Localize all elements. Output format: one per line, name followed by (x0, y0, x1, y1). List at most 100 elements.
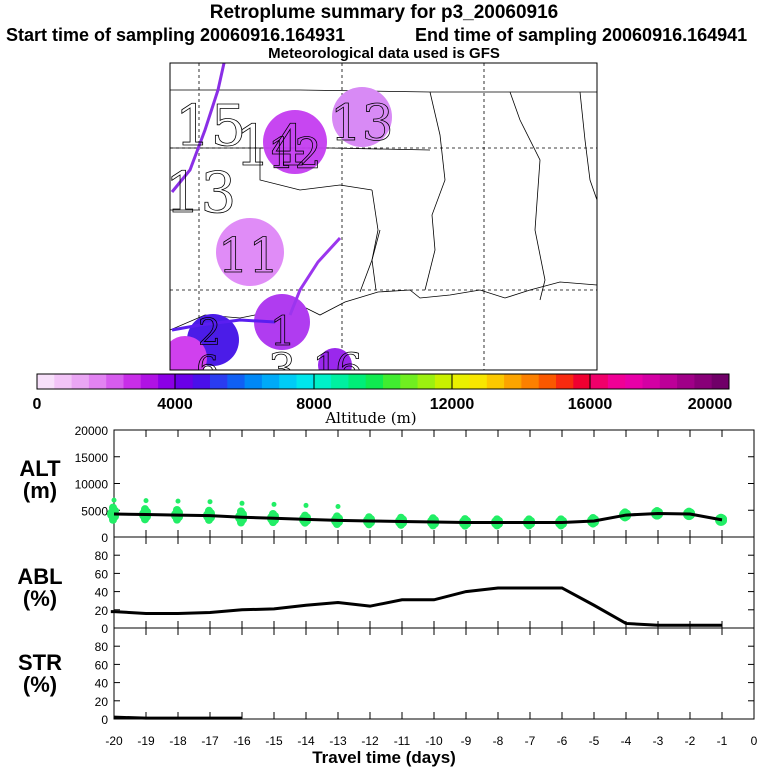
colorbar-swatch (556, 374, 574, 389)
panel-str: 0 20 40 60 80 (95, 627, 755, 727)
colorbar-swatch (313, 374, 332, 389)
day-label: 1 (312, 345, 340, 396)
colorbar-swatch (88, 374, 107, 389)
colorbar-swatch (37, 374, 55, 389)
time-series-panels: 0 5000 10000 15000 20000 0 20 40 60 80 0 20 40 60 80 -2… (75, 424, 758, 748)
x-tick-label: -10 (425, 734, 443, 748)
alt-point (269, 509, 277, 518)
start-time-label: Start time of sampling 20060916.164931 (6, 25, 346, 45)
y-tick-label: 40 (95, 586, 109, 600)
alt-point (175, 498, 181, 504)
abl-label-line1: ABL (17, 564, 63, 589)
colorbar-swatch (659, 374, 678, 389)
y-tick-label: 80 (95, 640, 109, 654)
colorbar-swatch (383, 374, 401, 389)
alt-point (239, 500, 245, 506)
day-label: 1 (270, 309, 295, 355)
str-label-line1: STR (18, 650, 62, 675)
colorbar-ticks: 0 4000 8000 12000 16000 20000 (33, 396, 733, 413)
abl-panel-label: ABL (%) (10, 566, 70, 610)
alt-label-line1: ALT (19, 456, 61, 481)
alt-point (141, 505, 149, 514)
y-tick-label: 20 (95, 695, 109, 709)
colorbar-swatch (521, 374, 540, 389)
colorbar-tick: 4000 (157, 396, 193, 413)
colorbar-swatch (400, 374, 418, 389)
y-tick-label: 0 (101, 622, 108, 636)
x-tick-label: -12 (361, 734, 379, 748)
y-tick-label: 0 (101, 713, 108, 727)
alt-point (205, 506, 213, 515)
y-tick-label: 40 (95, 677, 109, 691)
x-tick-label: -18 (169, 734, 187, 748)
map-grid (170, 63, 597, 370)
alt-point (111, 497, 117, 503)
y-tick-label: 60 (95, 658, 109, 672)
str-label-line2: (%) (22, 672, 58, 697)
colorbar-swatch (452, 374, 470, 389)
alt-mean-line (113, 511, 723, 525)
y-tick-label: 10000 (75, 478, 109, 492)
panel-frame (113, 627, 755, 720)
plume-circle-day1 (254, 294, 310, 350)
colorbar-swatch (261, 374, 280, 389)
colorbar-swatch (365, 374, 384, 389)
colorbar-swatch (348, 374, 367, 389)
colorbar-tick: 20000 (688, 396, 733, 413)
x-tick-label: -1 (717, 734, 728, 748)
colorbar-swatch (210, 374, 228, 389)
colorbar-swatch (140, 374, 159, 389)
alt-point (335, 504, 341, 510)
alt-point (365, 513, 373, 522)
x-tick-label: -13 (329, 734, 347, 748)
panel-frame (113, 536, 755, 629)
day-label: 6 (196, 350, 219, 391)
day-label: 13 (330, 94, 394, 152)
x-tick-label: -3 (653, 734, 664, 748)
str-panel-label: STR (%) (10, 652, 70, 696)
colorbar-swatch (711, 374, 730, 389)
colorbar-swatch (296, 374, 315, 389)
y-tick-label: 80 (95, 549, 109, 563)
alt-point (173, 505, 181, 514)
alt-panel-label: ALT (m) (10, 458, 70, 502)
colorbar-frame (36, 373, 730, 390)
alt-label-line2: (m) (22, 478, 58, 503)
plume-circle-day6 (318, 348, 352, 370)
abl-line (110, 586, 722, 627)
x-tick-label: -17 (201, 734, 219, 748)
colorbar-swatch (331, 374, 349, 389)
day-label: 6 (335, 345, 363, 396)
colorbar-swatch (279, 374, 297, 389)
trajectories (170, 63, 342, 332)
x-tick-label: -19 (137, 734, 155, 748)
plume-circle-day13-east (332, 87, 392, 147)
day-label: 14 (235, 114, 306, 179)
colorbar-swatch (625, 374, 643, 389)
plume-circle-day14 (263, 110, 327, 174)
x-axis-label: Travel time (days) (312, 748, 456, 767)
colorbar-swatch (54, 374, 72, 389)
day-label: 2 (198, 313, 221, 354)
x-tick-label: -6 (557, 734, 568, 748)
x-tick-label: -5 (589, 734, 600, 748)
alt-point (429, 514, 437, 523)
x-tick-label: -16 (233, 734, 251, 748)
plume-circles (170, 87, 392, 370)
colorbar-swatch (538, 374, 557, 389)
colorbar-swatch (244, 374, 263, 389)
colorbar-swatch (486, 374, 505, 389)
map-frame (169, 62, 598, 371)
plume-circle-day3 (170, 336, 207, 370)
day-label: 3 (268, 345, 296, 396)
altitude-colorbar (36, 373, 730, 390)
colorbar-swatch (434, 374, 453, 389)
x-tick-label: -9 (461, 734, 472, 748)
colorbar-tick: 16000 (568, 396, 613, 413)
colorbar-tick: 12000 (430, 396, 475, 413)
day-labels: 15 14 13 12 13 11 2 1 6 3 1 6 (170, 94, 394, 396)
colorbar-swatch (192, 374, 211, 389)
day-label: 15 (175, 94, 246, 159)
colorbar-swatch (417, 374, 436, 389)
